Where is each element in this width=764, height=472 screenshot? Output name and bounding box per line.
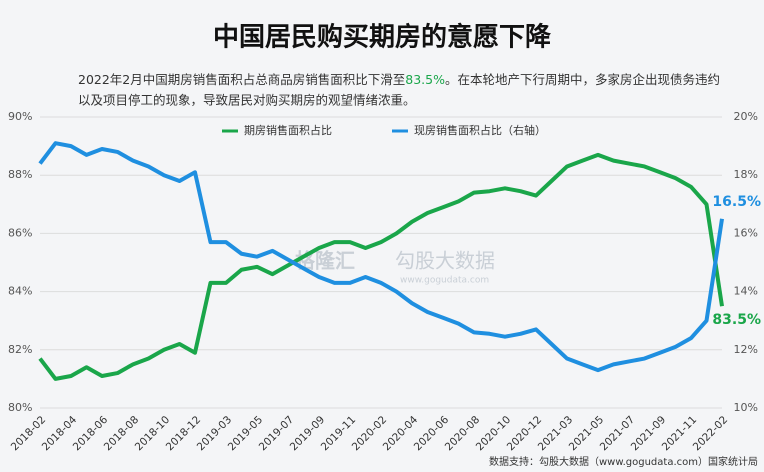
y-tick-label: 84% xyxy=(8,285,32,298)
y2-tick-label: 12% xyxy=(734,343,758,356)
value-label: 83.5% xyxy=(712,312,761,328)
subtitle-text: 。在本轮地产下行周期中，多家房企出现债务违约 xyxy=(445,72,720,87)
y2-tick-label: 16% xyxy=(734,226,758,239)
chart-title: 中国居民购买期房的意愿下降 xyxy=(213,22,552,53)
y-tick-label: 82% xyxy=(8,343,32,356)
subtitle: 以及项目停工的现象，导致居民对购买期房的观望情绪浓重。 xyxy=(78,93,416,108)
watermark-text: 勾股大数据 xyxy=(395,249,495,273)
y-tick-label: 80% xyxy=(8,401,32,414)
legend-label: 现房销售面积占比（右轴） xyxy=(414,123,546,137)
subtitle: 2022年2月中国期房销售面积占总商品房销售面积比下滑至83.5%。在本轮地产下… xyxy=(78,72,720,87)
y-tick-label: 90% xyxy=(8,110,32,123)
y-tick-label: 88% xyxy=(8,168,32,181)
y2-tick-label: 18% xyxy=(734,168,758,181)
legend-label: 期房销售面积占比 xyxy=(244,123,332,137)
series-line xyxy=(38,141,724,373)
y2-tick-label: 20% xyxy=(734,110,758,123)
value-label: 16.5% xyxy=(712,194,761,210)
subtitle-highlight: 83.5% xyxy=(405,72,445,87)
watermark-text: www.gogudata.com xyxy=(400,276,489,286)
series-line xyxy=(38,152,724,381)
y2-tick-label: 14% xyxy=(734,285,758,298)
source: 数据支持：勾股大数据（www.gogudata.com）国家统计局 xyxy=(489,455,758,468)
y-tick-label: 86% xyxy=(8,226,32,239)
y2-tick-label: 10% xyxy=(734,401,758,414)
subtitle-text: 2022年2月中国期房销售面积占总商品房销售面积比下滑至 xyxy=(78,72,405,87)
